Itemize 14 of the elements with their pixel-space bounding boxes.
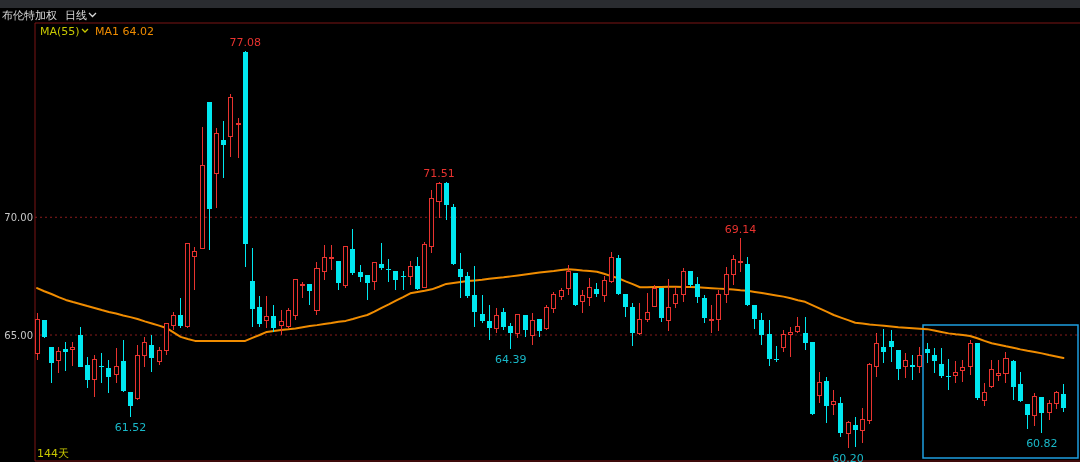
y-tick-label: 65.00 — [4, 329, 33, 341]
legend-title: MA(55) — [40, 25, 80, 38]
annotation: 61.52 — [114, 420, 147, 434]
annotation: 64.39 — [495, 353, 527, 367]
y-tick-label: 70.00 — [4, 211, 33, 223]
annotation: 77.08 — [229, 35, 261, 49]
chart-subtitle: 日线 — [65, 9, 87, 22]
chart-title: 布伦特加权 — [2, 9, 57, 22]
annotation: 144天 — [37, 447, 69, 460]
text: MA1 64.02 — [95, 25, 155, 38]
annotation: 69.14 — [724, 222, 757, 236]
annotation: 60.82 — [1026, 437, 1058, 451]
annotation: 60.20 — [832, 452, 864, 462]
annotation: 71.51 — [423, 166, 455, 180]
